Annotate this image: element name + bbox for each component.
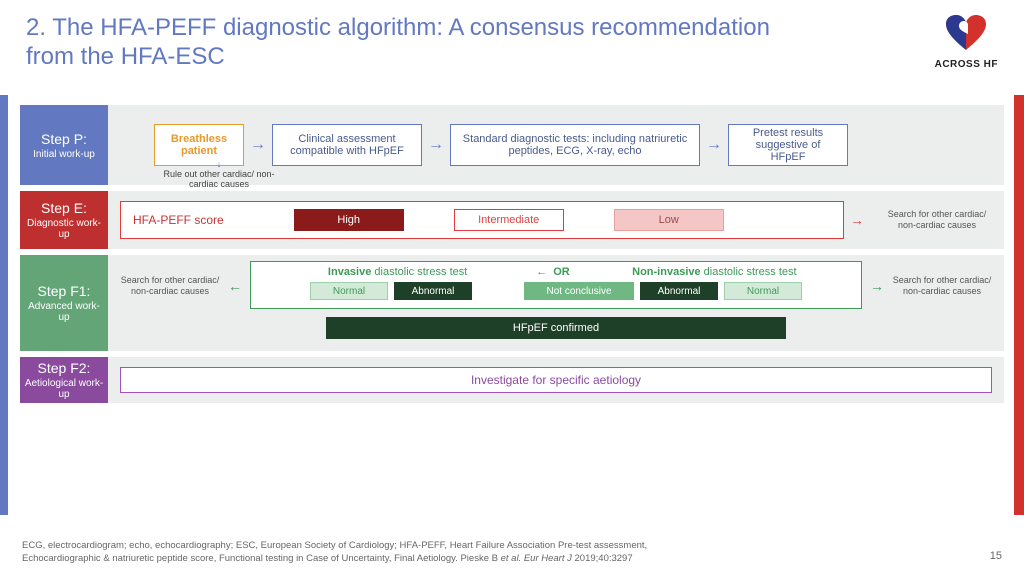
- chip-abnormal: Abnormal: [640, 282, 718, 300]
- step-f2-body: Investigate for specific aetiology: [108, 357, 1004, 403]
- ruleout-note: ↓ Rule out other cardiac/ non-cardiac ca…: [154, 159, 284, 189]
- page-number: 15: [990, 550, 1002, 562]
- or-label: OR: [547, 266, 576, 278]
- chip-intermediate: Intermediate: [454, 209, 564, 231]
- logo-text: ACROSS HF: [935, 59, 998, 70]
- chip-high: High: [294, 209, 404, 231]
- clinical-box: Clinical assessment compatible with HFpE…: [272, 124, 422, 166]
- search-note-e: Search for other cardiac/ non-cardiac ca…: [882, 209, 992, 231]
- chip-normal: Normal: [310, 282, 388, 300]
- heart-icon: [944, 14, 988, 52]
- step-p-name: Step P:: [41, 131, 87, 147]
- confirmed-bar: HFpEF confirmed: [326, 317, 786, 339]
- step-f1-row: Step F1: Advanced work-up Search for oth…: [20, 255, 1004, 351]
- score-box: HFA-PEFF score High Intermediate Low: [120, 201, 844, 239]
- chip-low: Low: [614, 209, 724, 231]
- search-note-right: Search for other cardiac/ non-cardiac ca…: [892, 261, 992, 297]
- arrow-icon: →: [250, 136, 266, 154]
- arrow-right-icon: →: [870, 278, 884, 294]
- stress-test-box: Invasive diastolic stress test ← OR Non-…: [250, 261, 862, 309]
- arrow-icon: →: [428, 136, 444, 154]
- step-p-row: Step P: Initial work-up Breathless patie…: [20, 105, 1004, 185]
- score-title: HFA-PEFF score: [133, 213, 224, 227]
- standard-box: Standard diagnostic tests: including nat…: [450, 124, 700, 166]
- accent-bar-right: [1014, 95, 1024, 515]
- footer-citation: ECG, electrocardiogram; echo, echocardio…: [22, 540, 1002, 566]
- chip-notconclusive: Not conclusive: [524, 282, 634, 300]
- investigate-box: Investigate for specific aetiology: [120, 367, 992, 393]
- step-f1-body: Search for other cardiac/ non-cardiac ca…: [108, 255, 1004, 351]
- step-f2-tab: Step F2: Aetiological work-up: [20, 357, 108, 403]
- arrow-left-icon: ←: [536, 266, 547, 278]
- flowchart: Step P: Initial work-up Breathless patie…: [20, 105, 1004, 516]
- ruleout-text: Rule out other cardiac/ non-cardiac caus…: [163, 169, 274, 189]
- step-f1-tab: Step F1: Advanced work-up: [20, 255, 108, 351]
- arrow-left-icon: ←: [228, 278, 242, 294]
- step-f2-sub: Aetiological work-up: [24, 378, 104, 400]
- chip-normal: Normal: [724, 282, 802, 300]
- accent-bar-left: [0, 95, 8, 515]
- arrow-icon: →: [850, 212, 864, 228]
- invasive-label: Invasive diastolic stress test: [259, 266, 536, 278]
- step-f1-sub: Advanced work-up: [24, 301, 104, 323]
- step-e-row: Step E: Diagnostic work-up HFA-PEFF scor…: [20, 191, 1004, 249]
- step-e-tab: Step E: Diagnostic work-up: [20, 191, 108, 249]
- step-p-body: Breathless patient → Clinical assessment…: [108, 105, 1004, 185]
- chip-abnormal: Abnormal: [394, 282, 472, 300]
- step-f2-name: Step F2:: [38, 360, 91, 376]
- step-p-tab: Step P: Initial work-up: [20, 105, 108, 185]
- step-e-sub: Diagnostic work-up: [24, 218, 104, 240]
- slide-title: 2. The HFA-PEFF diagnostic algorithm: A …: [26, 14, 806, 72]
- step-f1-name: Step F1:: [38, 283, 91, 299]
- step-e-name: Step E:: [41, 200, 87, 216]
- search-note-left: Search for other cardiac/ non-cardiac ca…: [120, 261, 220, 297]
- header: 2. The HFA-PEFF diagnostic algorithm: A …: [0, 0, 1024, 80]
- logo: ACROSS HF: [935, 14, 998, 70]
- noninvasive-label: Non-invasive diastolic stress test: [576, 266, 853, 278]
- pretest-box: Pretest results suggestive of HFpEF: [728, 124, 848, 166]
- step-e-body: HFA-PEFF score High Intermediate Low → S…: [108, 191, 1004, 249]
- arrow-icon: →: [706, 136, 722, 154]
- step-f2-row: Step F2: Aetiological work-up Investigat…: [20, 357, 1004, 403]
- step-p-sub: Initial work-up: [33, 149, 95, 160]
